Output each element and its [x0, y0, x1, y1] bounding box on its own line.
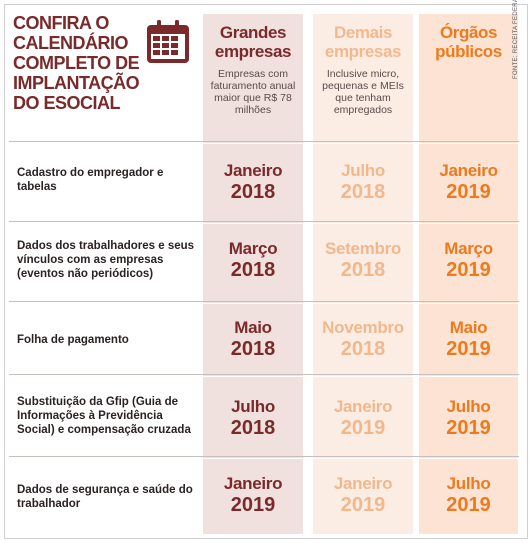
- cell-year: 2018: [230, 417, 276, 439]
- column-title-line1: Grandes: [219, 23, 287, 42]
- row-label-gfip: Substituição da Gfip (Guia de Informaçõe…: [17, 396, 191, 436]
- cell-month: Janeiro: [439, 161, 498, 180]
- source-credit: FONTE: RECEITA FEDERAL: [513, 0, 519, 79]
- row-divider: [9, 301, 519, 302]
- row-divider: [9, 143, 519, 144]
- cell-month: Julho: [446, 474, 491, 493]
- cell-year: 2019: [230, 494, 276, 516]
- cell-year: 2018: [230, 259, 276, 281]
- column-title-line2: públicos: [435, 42, 502, 61]
- column-header-demais: Demais empresas Inclusive micro, pequena…: [313, 23, 413, 116]
- column-title-line2: empresas: [214, 42, 292, 61]
- row-divider: [9, 221, 519, 222]
- cell-year: 2018: [230, 181, 276, 203]
- cell-year: 2018: [340, 181, 386, 203]
- cell-month: Julho: [446, 397, 491, 416]
- cell-year: 2019: [340, 417, 386, 439]
- cell-month: Maio: [449, 318, 488, 337]
- column-background-orgaos: [419, 14, 518, 534]
- cell-grandes: Janeiro 2018: [203, 161, 303, 203]
- cell-year: 2018: [230, 338, 276, 360]
- column-header-grandes: Grandes empresas Empresas com faturament…: [203, 23, 303, 116]
- cell-grandes: Janeiro 2019: [203, 474, 303, 516]
- cell-year: 2019: [446, 181, 491, 203]
- row-label-cadastro: Cadastro do empregador e tabelas: [17, 167, 164, 193]
- cell-orgaos: Maio 2019: [419, 318, 518, 360]
- row-label-seguranca: Dados de segurança e saúde do trabalhado…: [17, 484, 193, 510]
- cell-demais: Setembro 2018: [313, 239, 413, 281]
- cell-grandes: Julho 2018: [203, 397, 303, 439]
- cell-year: 2019: [340, 494, 386, 516]
- cell-month: Janeiro: [333, 474, 393, 493]
- calendar-icon: [147, 20, 189, 63]
- cell-orgaos: Julho 2019: [419, 474, 518, 516]
- infographic-title: CONFIRA O CALENDÁRIO COMPLETO DE IMPLANT…: [13, 13, 140, 113]
- column-subtitle: Empresas com faturamento anual maior que…: [210, 68, 296, 116]
- cell-month: Julho: [341, 161, 385, 180]
- cell-year: 2019: [446, 259, 491, 281]
- column-background-demais: [313, 14, 413, 534]
- cell-orgaos: Março 2019: [419, 239, 518, 281]
- row-label-dados-trabalhadores: Dados dos trabalhadores e seus vínculos …: [17, 240, 195, 280]
- cell-month: Março: [228, 239, 278, 258]
- column-title-line1: Órgãos: [439, 23, 498, 42]
- cell-year: 2018: [340, 259, 386, 281]
- cell-month: Maio: [234, 318, 272, 337]
- cell-demais: Novembro 2018: [313, 318, 413, 360]
- row-divider: [9, 141, 519, 142]
- cell-month: Novembro: [322, 318, 404, 337]
- cell-orgaos: Julho 2019: [419, 397, 518, 439]
- row-divider: [9, 458, 519, 459]
- row-divider: [9, 376, 519, 377]
- column-background-grandes: [203, 14, 303, 534]
- cell-demais: Janeiro 2019: [313, 397, 413, 439]
- column-subtitle: Inclusive micro, pequenas e MEIs que ten…: [322, 68, 404, 116]
- cell-year: 2018: [340, 338, 386, 360]
- cell-demais: Janeiro 2019: [313, 474, 413, 516]
- cell-grandes: Março 2018: [203, 239, 303, 281]
- row-divider: [9, 303, 519, 304]
- row-label-folha: Folha de pagamento: [17, 334, 129, 346]
- cell-month: Janeiro: [333, 397, 393, 416]
- cell-orgaos: Janeiro 2019: [419, 161, 518, 203]
- row-divider: [9, 456, 519, 457]
- column-title-line1: Demais: [333, 23, 393, 42]
- cell-month: Março: [444, 239, 493, 258]
- cell-year: 2019: [446, 417, 491, 439]
- row-divider: [9, 374, 519, 375]
- column-title-line2: empresas: [324, 42, 402, 61]
- cell-demais: Julho 2018: [313, 161, 413, 203]
- cell-grandes: Maio 2018: [203, 318, 303, 360]
- infographic: CONFIRA O CALENDÁRIO COMPLETO DE IMPLANT…: [4, 0, 528, 539]
- cell-month: Janeiro: [223, 474, 283, 493]
- row-divider: [9, 223, 519, 224]
- cell-year: 2019: [446, 494, 491, 516]
- cell-month: Janeiro: [223, 161, 283, 180]
- column-header-orgaos: Órgãos públicos: [419, 23, 518, 61]
- cell-month: Julho: [231, 397, 275, 416]
- cell-month: Setembro: [324, 239, 401, 258]
- cell-year: 2019: [446, 338, 491, 360]
